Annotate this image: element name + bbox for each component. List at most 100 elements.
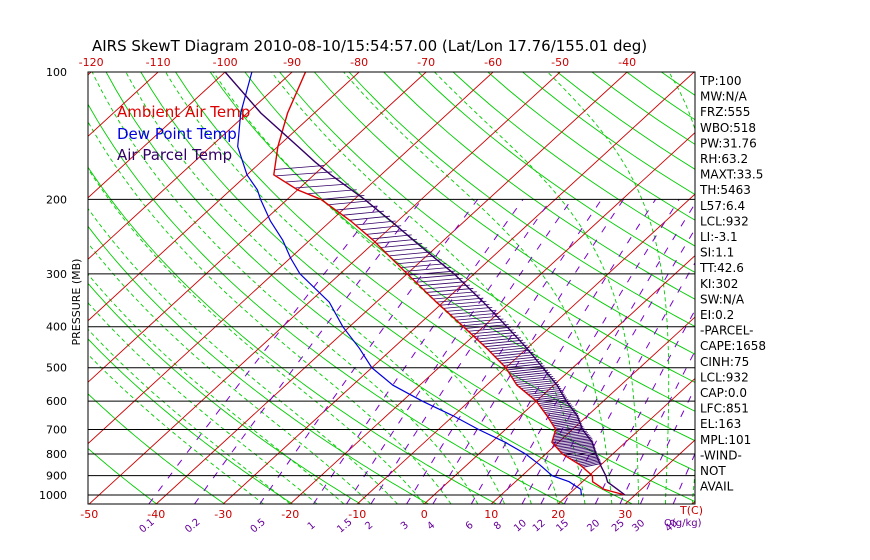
mixing-ratio-line [406, 199, 603, 504]
mixing-ratio-label: 12 [531, 518, 548, 535]
moist-adiabat-line [343, 72, 613, 504]
pressure-tick-label: 600 [46, 395, 67, 408]
cape-hatch-line [540, 402, 571, 408]
cape-hatch-line [507, 365, 545, 371]
dry-adiabat-line [279, 72, 695, 383]
y-axis-label: PRESSURE (MB) [70, 259, 83, 346]
cape-hatch-line [294, 183, 349, 189]
isotherm-line [826, 72, 870, 504]
pressure-tick-label: 700 [46, 424, 67, 437]
cape-hatch-line [530, 391, 564, 397]
cape-hatch-line [400, 263, 447, 269]
dry-adiabat-line [766, 72, 870, 504]
cape-hatch-line [571, 455, 599, 460]
moist-adiabat-line [91, 72, 479, 504]
legend-air-parcel: Air Parcel Temp [117, 146, 232, 164]
dry-adiabats [88, 72, 870, 504]
cape-hatch-line [384, 247, 428, 253]
cape-hatch-line [492, 349, 532, 355]
mixing-ratio-label: 2 [363, 520, 375, 533]
stability-index-text: CAP:0.0 [700, 386, 747, 400]
cape-hatch-line [371, 234, 412, 240]
cape-hatch-line [577, 459, 600, 464]
mixing-ratio-line [470, 199, 657, 504]
bottom-temp-tick-label: 0 [421, 508, 428, 521]
cape-hatch-line [484, 342, 526, 348]
cape-hatch-line [499, 356, 538, 362]
cape-hatch-line [552, 435, 591, 441]
cape-hatch-line [468, 326, 512, 332]
cape-hatch-line [449, 309, 496, 315]
mixing-ratio-label: 3 [399, 520, 411, 533]
bottom-temp-tick-label: 10 [484, 508, 498, 521]
top-temp-tick-label: -70 [417, 56, 435, 69]
cape-hatch-line [545, 409, 577, 415]
moist-adiabat-line [88, 168, 425, 504]
cape-hatch-line [439, 300, 487, 306]
legend: Ambient Air Temp Dew Point Temp Air Parc… [117, 103, 250, 164]
cape-hatch-line [342, 210, 384, 216]
mixing-ratio-lines [148, 198, 695, 504]
pressure-tick-label: 200 [46, 193, 67, 206]
bottom-temp-tick-label: -10 [348, 508, 366, 521]
top-temp-tick-label: -40 [618, 56, 636, 69]
mixing-ratio-label: 8 [492, 520, 504, 533]
cape-hatch-line [553, 430, 587, 436]
cape-hatch-line [582, 462, 602, 468]
isotherm-line [88, 72, 427, 383]
x-axis-label: T(C) [679, 504, 703, 517]
mixing-ratio-label: 0.2 [183, 517, 202, 536]
cape-hatch-line [415, 277, 463, 283]
moist-adiabat-line [434, 72, 640, 504]
moist-adiabat-line [88, 242, 371, 504]
isotherms [88, 72, 870, 504]
top-temp-tick-labels: -120 -110 -100 -90 -80 -70 -60 -50 -40 [79, 56, 636, 69]
cape-hatch-line [328, 200, 372, 206]
stability-index-text: MPL:101 [700, 433, 751, 447]
cape-hatch-line [562, 449, 596, 455]
cape-hatch-line [412, 274, 460, 280]
dry-adiabat-line [88, 282, 361, 504]
mixing-ratio-unit-label: Q(g/kg) [664, 518, 702, 529]
mixing-ratio-line [194, 198, 423, 504]
cape-hatch-line [508, 367, 547, 373]
cape-hatch-line [516, 380, 557, 385]
stability-index-text: CINH:75 [700, 355, 749, 369]
cape-hatch-line [355, 220, 396, 226]
cape-hatch-line [553, 433, 590, 439]
stability-index-text: LFC:851 [700, 402, 749, 416]
cape-hatch-line [539, 401, 570, 406]
stability-index-text: EL:163 [700, 417, 741, 431]
cape-hatch-line [532, 393, 565, 399]
cape-hatch-line [552, 419, 581, 425]
cape-hatch-line [559, 446, 596, 452]
cape-hatch-line [553, 421, 582, 427]
stability-index-text: KI:302 [700, 277, 738, 291]
dry-adiabat-line [487, 72, 695, 221]
isotherm-line [759, 72, 870, 504]
cape-hatch-line [489, 347, 530, 352]
top-temp-tick-label: -80 [350, 56, 368, 69]
cape-hatch-line [388, 251, 433, 257]
cape-hatch-line [335, 205, 378, 211]
cape-hatch-line [515, 378, 555, 383]
moist-adiabat-line [88, 328, 291, 504]
stability-index-text: FRZ:555 [700, 105, 750, 119]
cape-hatch-line [433, 294, 481, 300]
cape-hatch-line [380, 243, 423, 248]
mixing-ratio-label: 0.5 [249, 517, 268, 536]
moist-adiabat-line [88, 207, 398, 504]
stability-index-text: MW:N/A [700, 90, 748, 104]
cape-hatch-line [558, 445, 595, 451]
top-temp-tick-label: -120 [79, 56, 104, 69]
mixing-ratio-line [346, 199, 552, 504]
stability-index-text: TT:42.6 [699, 261, 744, 275]
cape-hatch-line [320, 194, 365, 200]
cape-hatch-line [525, 388, 562, 393]
dry-adiabat-line [88, 166, 497, 504]
stability-index-text: SW:N/A [700, 292, 745, 306]
isobars [88, 72, 695, 496]
cape-hatch-line [392, 255, 438, 261]
cape-hatch-line [453, 312, 498, 318]
mixing-ratio-line [370, 199, 573, 504]
